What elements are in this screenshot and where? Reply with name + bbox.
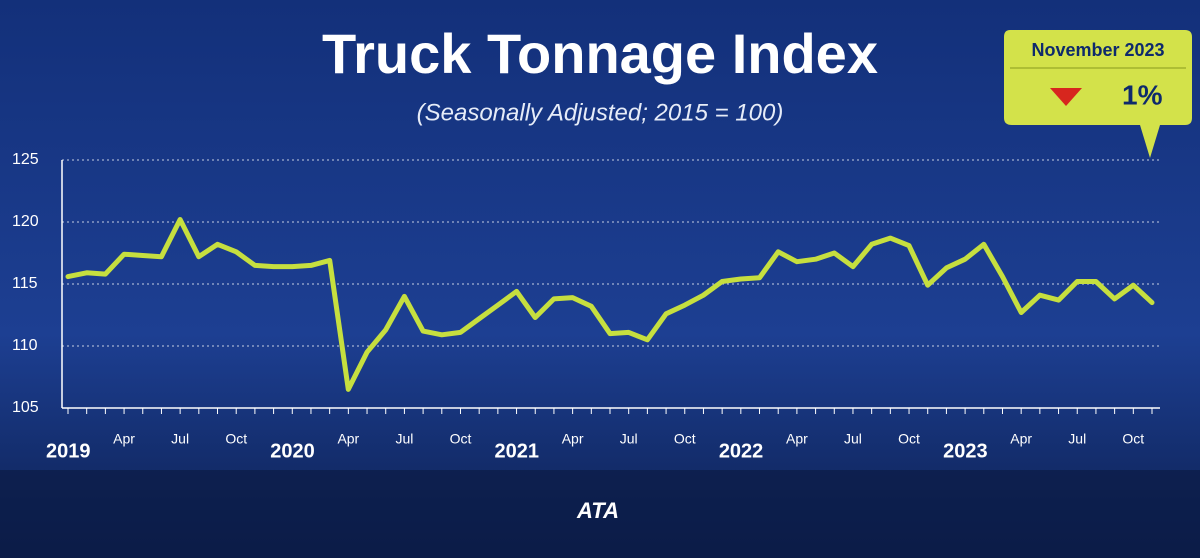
x-tick-label: Apr: [786, 431, 808, 447]
callout-change: 1%: [1122, 79, 1163, 110]
y-tick-label: 115: [12, 275, 38, 292]
y-tick-label: 105: [12, 399, 39, 416]
x-tick-label: Oct: [225, 431, 247, 447]
logo: ATA: [576, 498, 619, 523]
x-tick-label: Apr: [562, 431, 584, 447]
callout: November 2023 1%: [1004, 30, 1192, 158]
x-tick-label: Jul: [395, 431, 413, 447]
x-tick-label: 2020: [270, 440, 315, 462]
x-tick-label: 2019: [46, 440, 91, 462]
y-tick-label: 120: [12, 213, 39, 230]
x-tick-label: 2022: [719, 440, 764, 462]
x-tick-label: Jul: [1068, 431, 1086, 447]
x-tick-label: 2021: [495, 440, 540, 462]
callout-box: [1004, 30, 1192, 158]
x-tick-label: Oct: [898, 431, 920, 447]
x-tick-label: Oct: [450, 431, 472, 447]
x-tick-label: Oct: [674, 431, 696, 447]
y-tick-label: 110: [12, 337, 38, 354]
x-tick-label: 2023: [943, 440, 988, 462]
chart-subtitle: (Seasonally Adjusted; 2015 = 100): [417, 99, 784, 126]
x-tick-label: Jul: [171, 431, 189, 447]
trend-arrow: [1050, 88, 1082, 106]
chart-title: Truck Tonnage Index: [322, 22, 878, 85]
x-tick-label: Apr: [113, 431, 135, 447]
x-tick-label: Oct: [1122, 431, 1144, 447]
x-tick-label: Apr: [337, 431, 359, 447]
x-tick-label: Apr: [1010, 431, 1032, 447]
y-tick-label: 125: [12, 151, 39, 168]
x-tick-label: Jul: [844, 431, 862, 447]
x-tick-label: Jul: [620, 431, 638, 447]
callout-period: November 2023: [1031, 40, 1164, 60]
series-line: [65, 217, 1155, 392]
road: [0, 470, 1200, 558]
